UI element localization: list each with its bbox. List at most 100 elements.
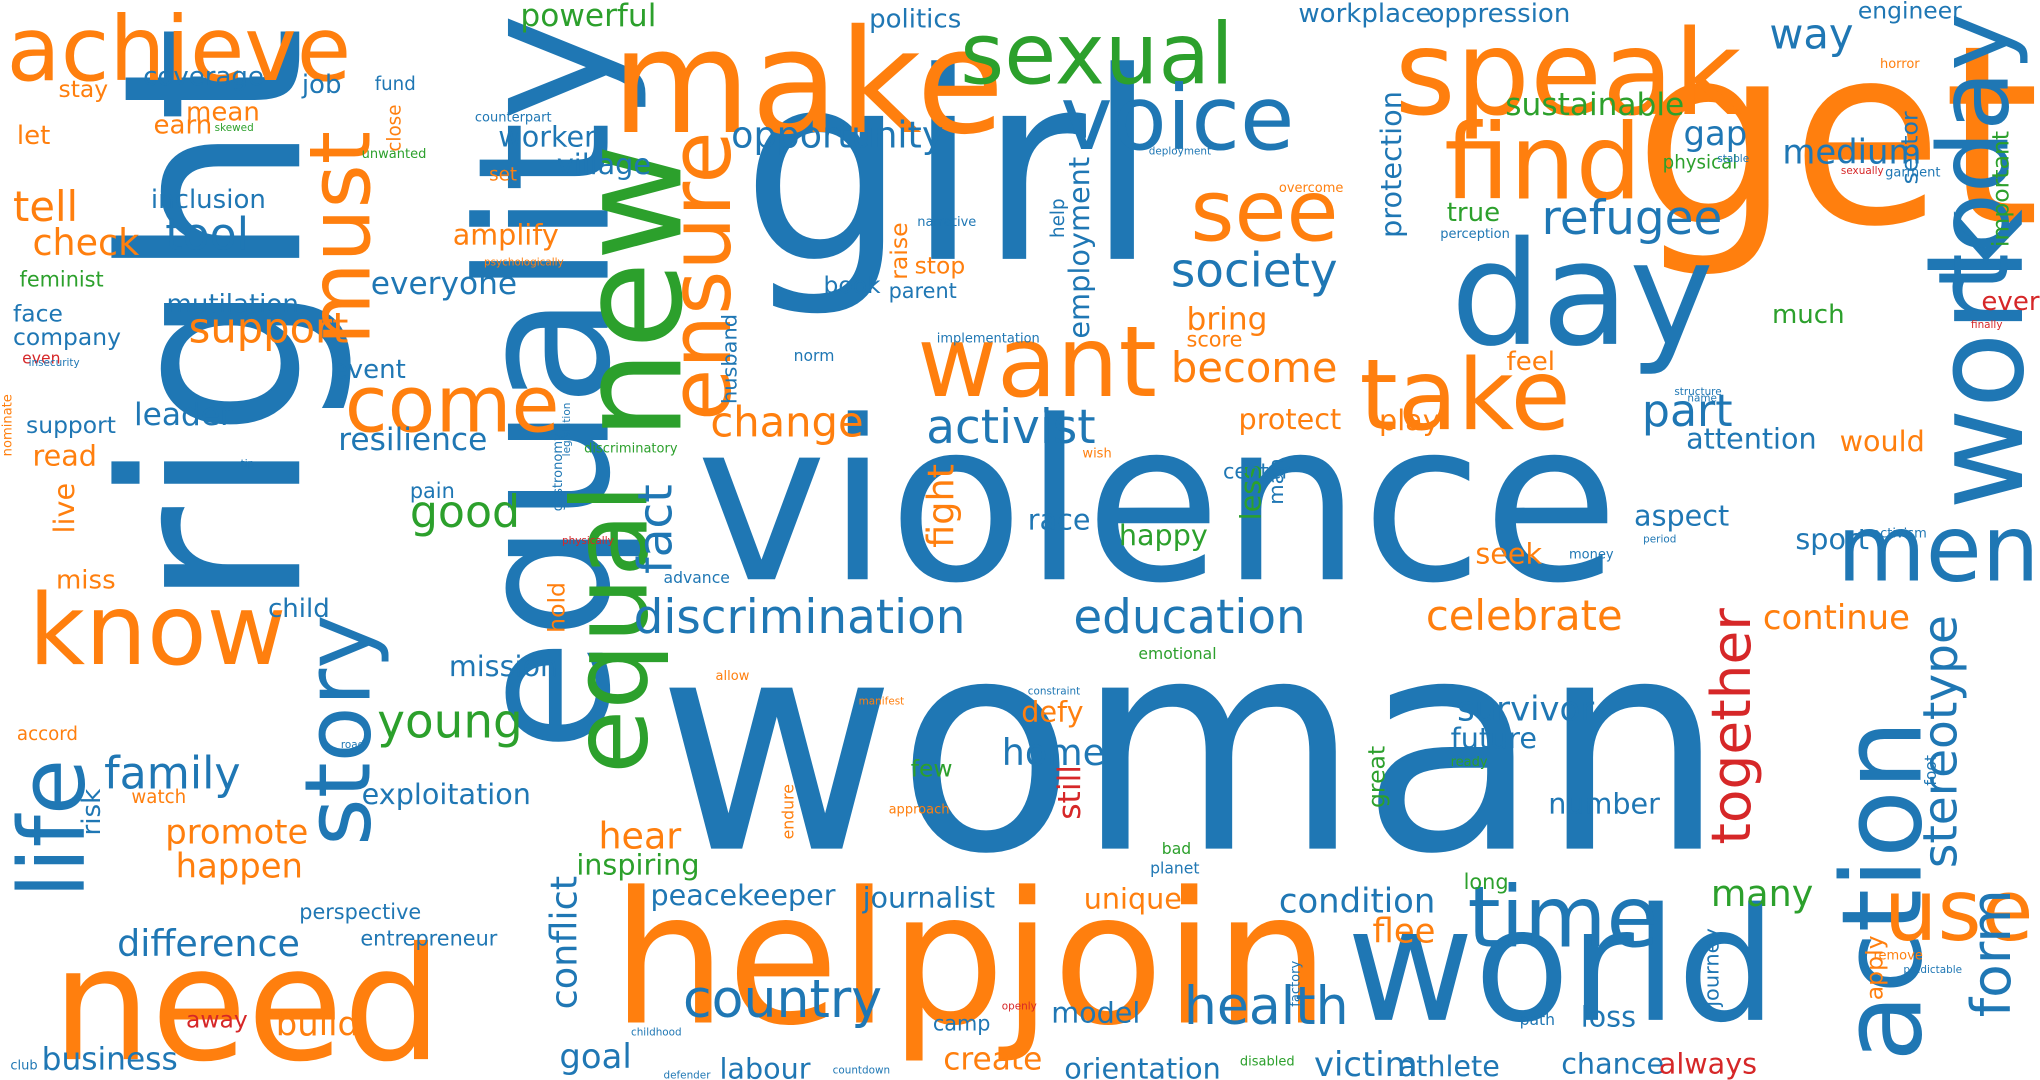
cloud-word: face xyxy=(13,300,63,329)
cloud-word: even xyxy=(22,349,61,368)
cloud-word: finally xyxy=(1971,319,2003,331)
cloud-word: tell xyxy=(13,181,79,232)
cloud-word: feminist xyxy=(19,266,104,292)
cloud-word: girl xyxy=(741,16,1159,322)
cloud-word: opportunity xyxy=(731,113,944,157)
cloud-word: workplace xyxy=(1298,0,1432,29)
cloud-word: day xyxy=(1450,210,1714,378)
cloud-word: peacekeeper xyxy=(650,879,836,913)
cloud-word: close xyxy=(385,104,406,152)
cloud-word: camp xyxy=(932,1010,991,1036)
cloud-word: road xyxy=(340,738,365,751)
cloud-word: build xyxy=(275,1005,359,1045)
cloud-word: mission xyxy=(448,651,559,684)
cloud-word: physical xyxy=(1662,152,1738,174)
cloud-word: journalist xyxy=(862,882,996,916)
cloud-word: counterpart xyxy=(474,111,552,126)
cloud-word: stereotype xyxy=(1915,615,1969,869)
cloud-word: sport xyxy=(1795,524,1869,557)
cloud-word: world xyxy=(1346,876,1777,1058)
cloud-word: planet xyxy=(1150,859,1200,878)
cloud-word: foot xyxy=(1921,754,1940,786)
cloud-word: factory xyxy=(1289,960,1304,1007)
cloud-word: always xyxy=(1658,1048,1758,1080)
cloud-word: want xyxy=(917,304,1157,420)
cloud-word: legislation xyxy=(560,402,573,457)
cloud-word: chance xyxy=(1561,1048,1665,1080)
cloud-word: form xyxy=(1959,889,2024,1018)
cloud-word: set xyxy=(489,164,518,186)
cloud-word: check xyxy=(32,220,140,265)
cloud-word: stable xyxy=(1717,152,1750,165)
cloud-word: condition xyxy=(1278,882,1436,922)
cloud-word: sustainable xyxy=(1505,86,1685,123)
cloud-word: stay xyxy=(58,75,109,104)
cloud-word: village xyxy=(556,149,651,182)
cloud-word: predictable xyxy=(1903,963,1963,976)
cloud-word: part xyxy=(1641,385,1733,439)
cloud-word: advance xyxy=(663,568,730,588)
cloud-word: health xyxy=(1183,976,1349,1037)
cloud-word: powerful xyxy=(520,0,657,34)
cloud-word: norm xyxy=(793,346,835,365)
cloud-word: continue xyxy=(1762,598,1910,639)
cloud-word: psychologically xyxy=(483,256,564,269)
cloud-word: fund xyxy=(374,74,416,96)
cloud-word: would xyxy=(1839,426,1925,459)
cloud-word: disabled xyxy=(1239,1055,1295,1070)
cloud-word: perception xyxy=(1440,227,1510,242)
cloud-word: few xyxy=(910,755,953,784)
cloud-word: change xyxy=(710,397,864,448)
cloud-word: help xyxy=(1048,198,1070,238)
cloud-word: overcome xyxy=(1278,181,1344,197)
cloud-word: see xyxy=(1190,163,1339,262)
cloud-word: support xyxy=(188,303,349,354)
cloud-word: know xyxy=(28,572,287,688)
cloud-word: victim xyxy=(1314,1046,1418,1080)
cloud-word: path xyxy=(1519,1010,1556,1030)
cloud-word: everyone xyxy=(370,265,518,303)
cloud-word: sexually xyxy=(1840,164,1884,177)
cloud-word: family xyxy=(104,747,241,801)
cloud-word: much xyxy=(1771,298,1845,330)
cloud-word: parent xyxy=(888,278,957,304)
cloud-word: sexual xyxy=(960,6,1234,105)
cloud-word: many xyxy=(1710,872,1814,916)
cloud-word: bring xyxy=(1186,300,1268,338)
cloud-word: education xyxy=(1073,590,1306,645)
cloud-word: get xyxy=(1634,0,2040,282)
cloud-word: skewed xyxy=(214,121,254,134)
cloud-word: activist xyxy=(926,401,1096,456)
cloud-word: join xyxy=(1001,853,1330,1067)
cloud-word: play xyxy=(1379,405,1440,439)
cloud-word: event xyxy=(331,353,406,385)
cloud-word: hold xyxy=(543,582,572,633)
cloud-word: important xyxy=(1987,130,2016,248)
cloud-word: implementation xyxy=(936,332,1040,347)
cloud-word: activism xyxy=(1872,526,1927,542)
cloud-word: loss xyxy=(1580,1001,1637,1035)
cloud-word: fight xyxy=(919,463,963,548)
cloud-word: discrimination xyxy=(633,590,966,645)
cloud-word: become xyxy=(1170,342,1338,393)
cloud-word: journey xyxy=(1699,928,1724,1007)
cloud-word: pain xyxy=(409,478,455,504)
cloud-word: entrepreneur xyxy=(360,925,498,951)
cloud-word: young xyxy=(377,695,523,750)
cloud-word: manifest xyxy=(858,695,905,708)
cloud-word: true xyxy=(1446,196,1501,228)
cloud-word: earn xyxy=(153,108,213,140)
cloud-word: accord xyxy=(16,724,78,746)
cloud-word: worker xyxy=(498,121,596,155)
cloud-word: come xyxy=(344,359,560,452)
cloud-word: openly xyxy=(1001,1000,1037,1013)
cloud-word: good xyxy=(409,486,521,539)
cloud-word: resilience xyxy=(338,421,488,458)
cloud-word: raise xyxy=(885,222,914,280)
cloud-word: engineer xyxy=(1857,0,1962,25)
cloud-word: deployment xyxy=(1148,145,1212,157)
cloud-word: let xyxy=(16,118,51,151)
cloud-word: employment xyxy=(1064,156,1097,339)
cloud-word: goal xyxy=(559,1038,632,1078)
